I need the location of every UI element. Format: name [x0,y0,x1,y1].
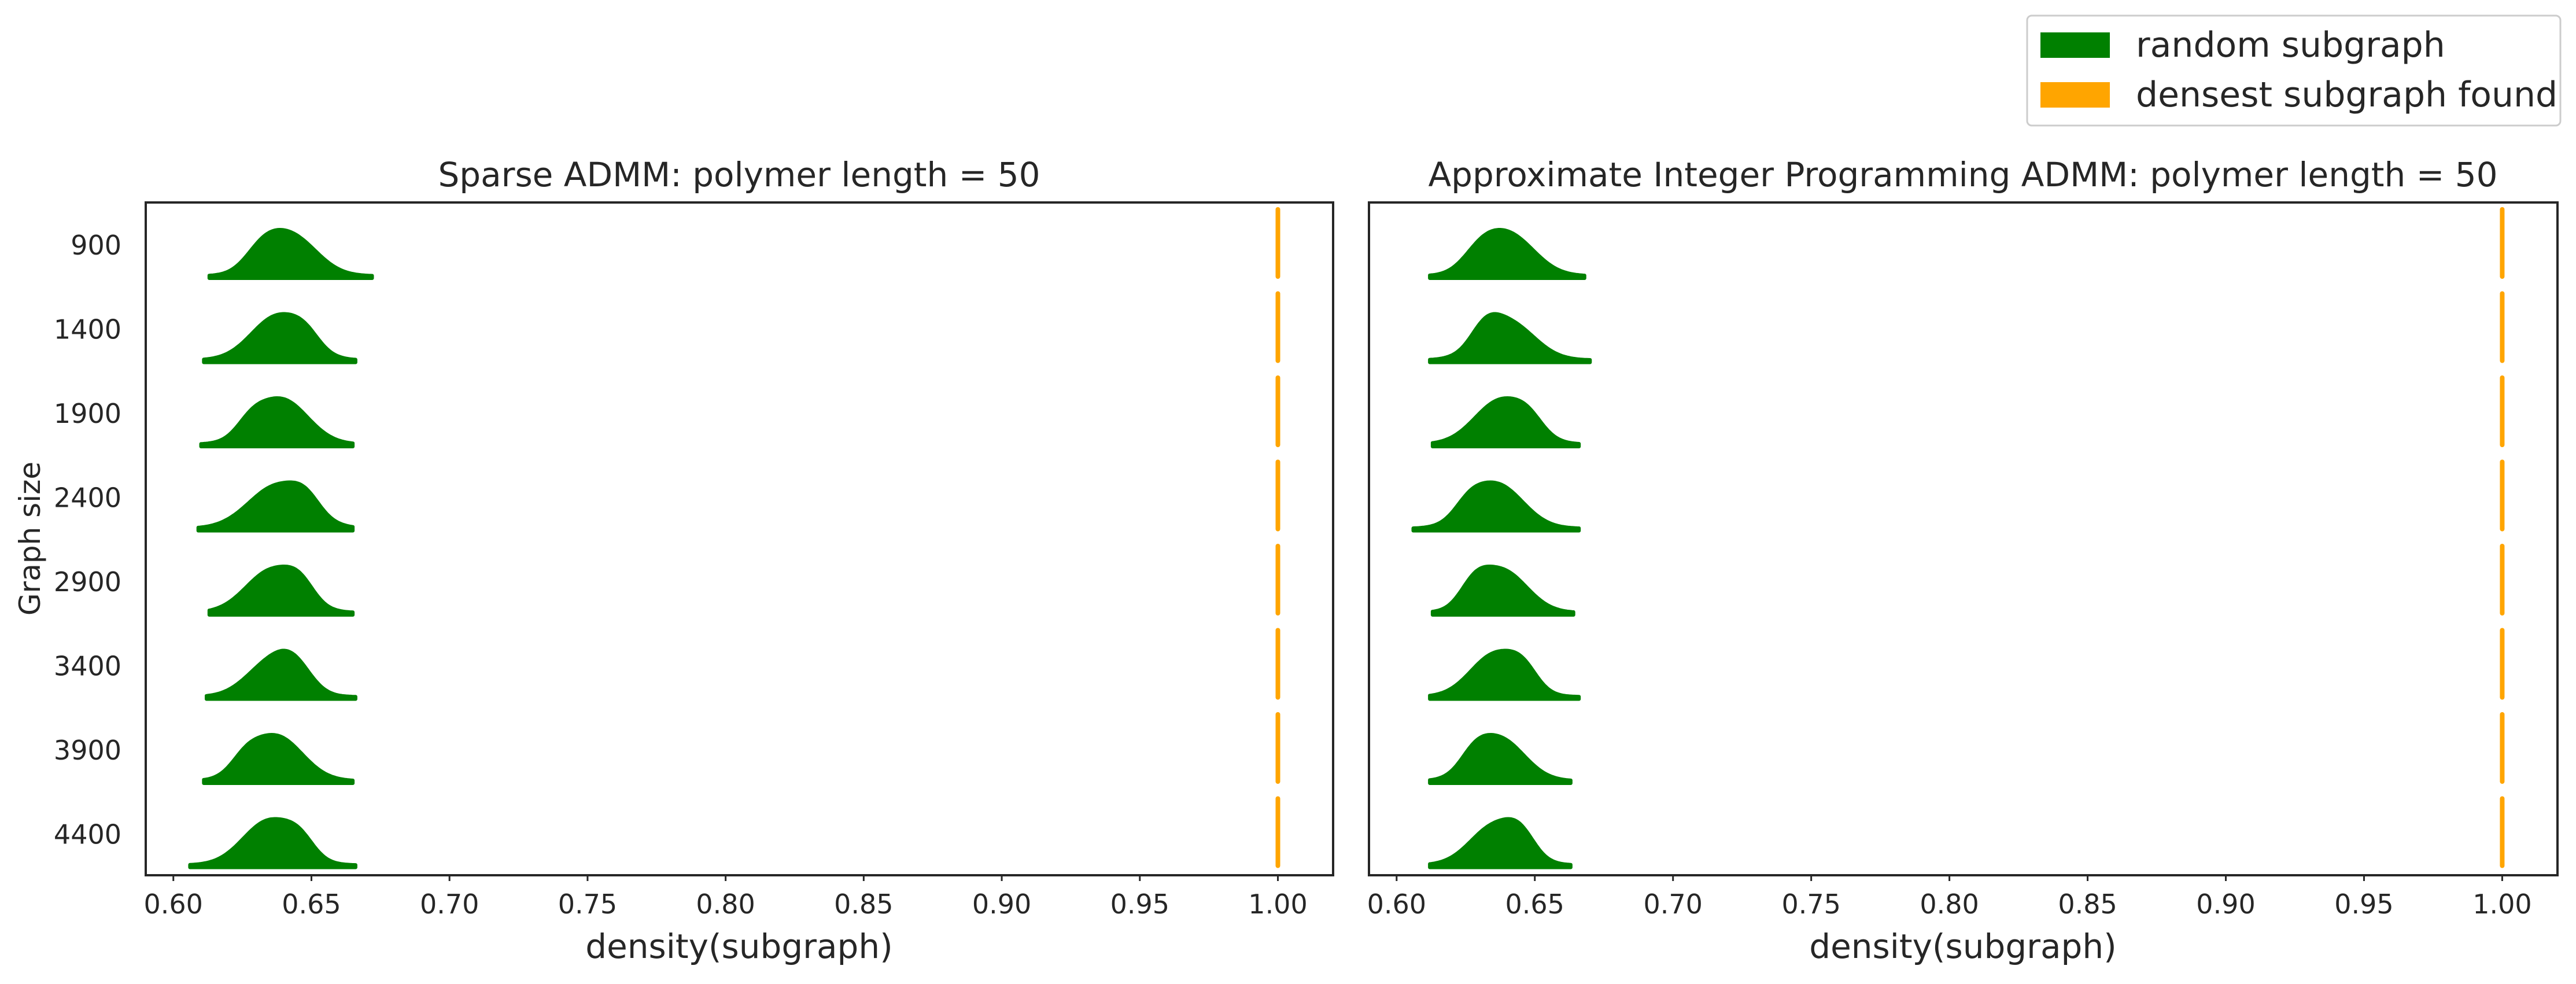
x-tick-label: 0.60 [1367,889,1426,920]
plot-frame [1368,201,2559,876]
legend-swatch-random-subgraph [2040,32,2110,58]
violin-random-subgraph [199,396,355,448]
violin-random-subgraph [1428,228,1586,280]
x-tick-label: 0.70 [1643,889,1702,920]
legend: random subgraph densest subgraph found [2026,14,2562,127]
x-tick-label: 0.90 [972,889,1031,920]
x-tick-group: 0.60 0.65 0.70 0.75 0.80 0.85 0.90 0.95 1.00 [1367,875,2532,920]
x-tick-label: 0.85 [2058,889,2117,920]
x-tick-label: 0.65 [1505,889,1564,920]
panel-sparse-admm: Sparse ADMM: polymer length = 50 0.60 0.6… [13,155,1334,966]
x-tick-label: 0.70 [420,889,479,920]
x-tick-label: 0.65 [282,889,341,920]
violin-random-subgraph [1430,565,1575,617]
x-tick-label: 1.00 [2472,889,2531,920]
x-tick-label: 1.00 [1248,889,1307,920]
violin-random-subgraph [1428,817,1573,869]
x-tick-label: 0.60 [144,889,203,920]
x-tick-group: 0.60 0.65 0.70 0.75 0.80 0.85 0.90 0.95 1.00 [144,875,1308,920]
violin-random-subgraph [207,228,374,280]
x-tick-label: 0.95 [2334,889,2393,920]
y-tick-group: 900 1400 1900 2400 2900 3400 3900 4400 [54,230,121,850]
violin-random-subgraph [205,648,357,701]
panel-title: Approximate Integer Programming ADMM: po… [1428,155,2497,194]
violin-random-subgraph [1430,396,1581,448]
y-tick-label: 4400 [54,819,121,850]
x-tick-label: 0.75 [558,889,617,920]
violin-random-subgraph [1428,733,1573,785]
x-axis-label: density(subgraph) [1809,927,2117,966]
violin-random-subgraph [202,733,355,785]
violin-random-subgraph [202,312,357,364]
plot-frame [145,201,1334,876]
violin-group [188,228,374,869]
violin-group [1411,228,1592,869]
y-tick-label: 1400 [54,314,121,345]
legend-label-random-subgraph: random subgraph [2136,25,2445,65]
y-tick-label: 2900 [54,566,121,598]
panel-approx-integer-admm: Approximate Integer Programming ADMM: po… [1367,155,2559,966]
legend-label-densest-subgraph: densest subgraph found [2136,75,2557,115]
violin-random-subgraph [1428,648,1581,701]
y-tick-label: 1900 [54,398,121,429]
y-axis-label: Graph size [13,462,47,616]
x-axis-label: density(subgraph) [585,927,893,966]
violin-random-subgraph [1428,312,1592,364]
y-tick-label: 3900 [54,735,121,766]
violin-random-subgraph [1411,480,1581,533]
y-tick-label: 2400 [54,482,121,514]
x-tick-label: 0.90 [2196,889,2255,920]
legend-swatch-densest-subgraph [2040,82,2110,108]
violin-random-subgraph [207,565,355,617]
x-tick-label: 0.80 [696,889,755,920]
x-tick-label: 0.85 [834,889,893,920]
legend-frame [2026,14,2562,127]
x-tick-label: 0.95 [1110,889,1169,920]
violin-random-subgraph [196,480,355,533]
y-tick-label: 900 [71,230,121,261]
y-tick-label: 3400 [54,651,121,682]
violin-random-subgraph [188,817,357,869]
panel-title: Sparse ADMM: polymer length = 50 [438,155,1040,194]
x-tick-label: 0.75 [1781,889,1840,920]
x-tick-label: 0.80 [1920,889,1979,920]
